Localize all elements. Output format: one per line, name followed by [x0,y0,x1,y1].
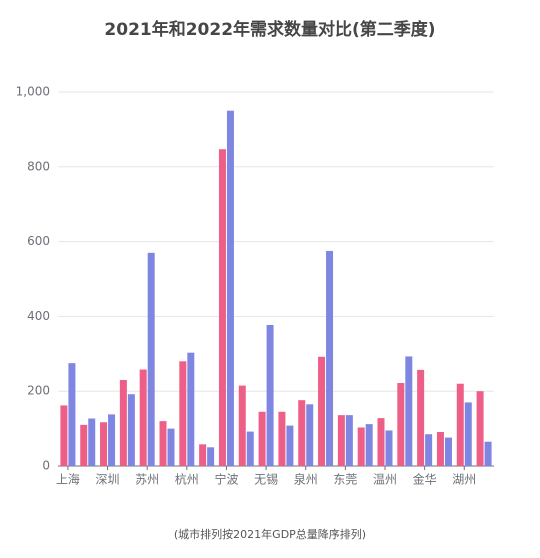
bar [167,428,175,466]
bar [179,361,187,466]
footnote: (城市排列按2021年GDP总量降序排列) [174,527,366,541]
bar [226,110,234,466]
bar [397,382,405,466]
bar [464,402,472,466]
bar [286,425,294,466]
bar [207,447,215,466]
bar [456,383,464,466]
bar [88,418,96,466]
y-tick-label: 200 [27,384,50,398]
bar [318,356,326,466]
y-tick-label: 0 [42,459,50,473]
bar [425,434,433,466]
y-tick-label: 400 [27,309,50,323]
x-tick-label: 金华 [413,472,437,487]
bar [278,411,286,466]
bar [119,379,127,466]
bar [238,385,246,466]
x-tick-label: 温州 [373,473,397,487]
y-tick-label: 600 [27,234,50,248]
bar [258,411,266,466]
bar [246,431,254,466]
x-tick-label: 宁波 [214,472,238,487]
x-tick-label: 上海 [56,472,80,487]
y-tick-label: 1,000 [16,85,50,99]
bar [187,352,195,466]
bar [357,427,365,466]
bar [108,414,116,466]
bar [139,369,147,466]
x-tick-label: 湖州 [452,472,476,487]
bar [476,391,484,466]
chart-title: 2021年和2022年需求数量对比(第二季度) [104,19,435,40]
bar [127,394,135,466]
bar [326,250,334,466]
x-tick-label: 杭州 [175,472,199,487]
bar [159,421,167,466]
bar [405,356,413,466]
bar [306,404,314,466]
bar [199,444,207,466]
bar [337,415,345,466]
x-tick-label: 泉州 [294,473,318,487]
bar [218,149,226,467]
bar [417,369,425,466]
x-tick-label: 东莞 [333,473,357,487]
bar [68,363,76,466]
bar [147,252,155,466]
bar [80,424,88,466]
x-tick-label: 苏州 [135,473,159,487]
x-tick-label: 深圳 [96,473,120,487]
bar [385,430,393,466]
bar [298,400,306,466]
bar [484,441,492,466]
bar [60,405,68,466]
bar [345,415,353,466]
bar [444,437,452,466]
bar [365,424,373,466]
bar [436,431,444,466]
bar [377,418,385,466]
bar [266,325,274,466]
y-tick-label: 800 [27,159,50,173]
bar [100,422,108,466]
x-tick-label: 无锡 [254,472,278,487]
